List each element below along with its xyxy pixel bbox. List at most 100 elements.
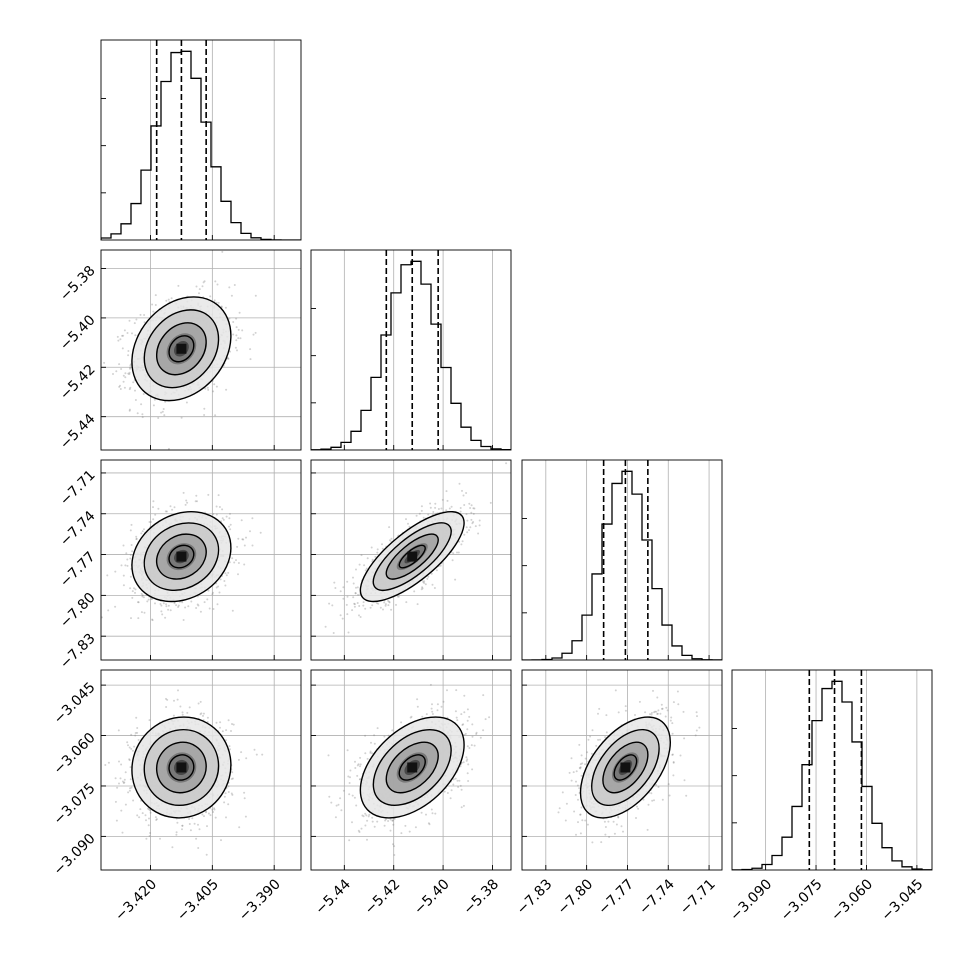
sample-point (129, 766, 132, 769)
sample-point (148, 719, 151, 722)
sample-point (360, 827, 363, 830)
sample-point (416, 705, 419, 708)
sample-point (135, 537, 138, 540)
sample-point (252, 333, 255, 336)
sample-point (395, 603, 397, 606)
sample-point (239, 337, 242, 340)
sample-point (164, 616, 167, 619)
sample-point (124, 372, 127, 375)
contour-line (385, 533, 439, 580)
sample-point (228, 525, 230, 528)
sample-point (198, 828, 201, 831)
sample-point (461, 489, 463, 492)
y-tick-label: −7.71 (57, 467, 99, 509)
sample-point (245, 536, 247, 539)
sample-point (203, 601, 206, 604)
sample-point (251, 517, 254, 520)
sample-point (215, 721, 218, 724)
sample-point (161, 613, 164, 616)
sample-point (131, 590, 134, 593)
sample-point (209, 295, 212, 298)
sample-point (254, 331, 257, 334)
scatter-panel: −7.83−7.80−7.77−7.74−7.71 (57, 459, 302, 672)
sample-point (203, 407, 206, 410)
sample-point (143, 611, 146, 614)
sample-point (207, 388, 210, 391)
sample-point (224, 792, 227, 795)
sample-point (122, 584, 125, 587)
sample-point (456, 551, 458, 554)
sample-point (463, 504, 466, 506)
sample-point (134, 591, 136, 594)
sample-point (167, 608, 170, 611)
contour-line (372, 522, 452, 591)
sample-point (91, 808, 93, 810)
sample-point (127, 791, 130, 794)
sample-point (199, 610, 202, 613)
sample-point (359, 763, 362, 766)
sample-point (121, 831, 124, 834)
sample-point (383, 601, 386, 604)
sample-point (433, 587, 436, 589)
sample-point (197, 823, 199, 826)
sample-point (432, 511, 435, 513)
sample-point (147, 807, 149, 810)
sample-point (389, 829, 392, 832)
sample-point (128, 789, 131, 792)
sample-point (179, 705, 182, 708)
sample-point (347, 631, 350, 634)
sample-point (123, 781, 126, 784)
sample-point (203, 414, 206, 416)
sample-point (122, 334, 125, 337)
sample-point (142, 463, 144, 465)
sample-point (224, 584, 227, 587)
sample-point (359, 616, 362, 618)
sample-point (354, 767, 357, 769)
sample-point (370, 546, 373, 549)
sample-point (369, 750, 372, 753)
sample-point (136, 412, 139, 415)
sample-point (221, 517, 224, 520)
contour-line (155, 533, 207, 580)
sample-point (339, 590, 342, 593)
sample-point (470, 518, 473, 521)
histogram-panel (310, 249, 512, 451)
sample-point (460, 788, 463, 791)
sample-point (413, 590, 416, 593)
sample-point (259, 531, 262, 534)
sample-point (175, 833, 178, 836)
sample-point (228, 286, 231, 289)
sample-point (118, 782, 120, 785)
sample-point (143, 528, 145, 531)
sample-point (381, 543, 383, 546)
sample-point (130, 786, 133, 789)
sample-point (202, 712, 205, 715)
contour-line (359, 510, 465, 603)
sample-point (123, 386, 126, 389)
sample-point (131, 332, 133, 335)
sample-point (255, 753, 258, 756)
sample-point (198, 288, 201, 291)
sample-point (190, 600, 193, 603)
panel-content (91, 689, 264, 856)
panel-content (327, 683, 491, 856)
sample-point (139, 313, 142, 316)
sample-point (431, 713, 434, 715)
sample-point (145, 819, 147, 822)
sample-point (472, 507, 475, 510)
sample-point (243, 563, 246, 566)
contour-line (155, 322, 207, 376)
sample-point (134, 732, 137, 734)
sample-point (165, 697, 167, 700)
panel-content (101, 40, 301, 240)
sample-point (236, 349, 238, 352)
sample-point (237, 573, 239, 576)
sample-point (169, 609, 172, 612)
sample-point (139, 808, 142, 811)
sample-point (330, 801, 333, 804)
contour-line (168, 754, 195, 781)
sample-point (120, 368, 123, 370)
sample-point (332, 632, 335, 634)
sample-point (232, 333, 235, 336)
sample-point (128, 388, 131, 391)
